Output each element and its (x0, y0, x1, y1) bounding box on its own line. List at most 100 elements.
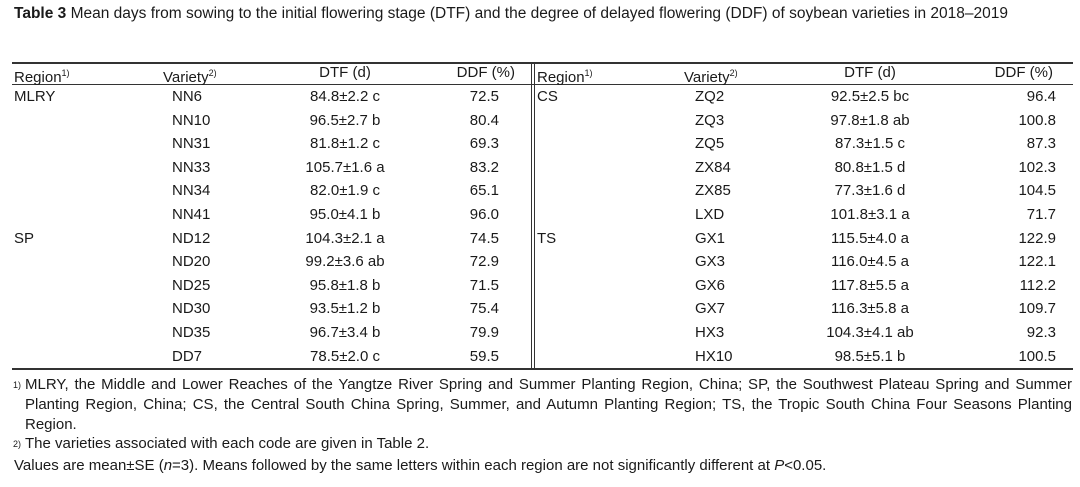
dtf-cell: 104.3±4.1 ab (826, 324, 914, 341)
note-text: <0.05. (784, 457, 827, 474)
dtf-cell: 96.7±3.4 b (309, 324, 381, 341)
variety-cell: NN6 (172, 88, 203, 105)
ddf-cell: 87.3 (1026, 135, 1056, 153)
dtf-cell: 96.5±2.7 b (309, 111, 381, 129)
ddf-cell: 122.1 (1018, 253, 1056, 271)
dtf-cell: 92.5±2.5 bc (830, 88, 910, 105)
header-sup: 1) (61, 68, 70, 78)
dtf-cell: 104.3±2.1 a (305, 229, 385, 247)
ddf-cell: 100.8 (1018, 111, 1056, 129)
variety-cell: ZQ3 (695, 111, 725, 129)
dtf-cell: 116.3±5.8 a (830, 300, 910, 318)
variety-cell: ND12 (172, 229, 211, 247)
footnote: 2) The varieties associated with each cod… (13, 434, 1072, 454)
ddf-cell: 72.9 (469, 253, 499, 271)
ddf-cell: 122.9 (1018, 229, 1056, 247)
ddf-cell: 74.5 (469, 229, 499, 247)
dtf-cell: 78.5±2.0 c (310, 347, 380, 365)
variety-cell: ZX84 (695, 158, 731, 176)
caption-label: Table 3 (14, 5, 67, 22)
variety-cell: NN10 (172, 111, 211, 129)
header-cell: DTF (d) (770, 64, 970, 82)
variety-cell: HX10 (695, 347, 733, 365)
caption-text: Mean days from sowing to the initial flo… (70, 5, 1008, 22)
ddf-cell: 112.2 (1019, 276, 1056, 294)
table-bottom-rule (12, 368, 1073, 370)
header-text: Region (537, 69, 585, 86)
note-text: =3). Means followed by the same letters … (172, 457, 775, 474)
ddf-cell: 59.5 (469, 347, 499, 365)
variety-cell: NN41 (172, 206, 211, 223)
ddf-cell: 109.7 (1018, 300, 1056, 318)
note-text: P (774, 457, 785, 474)
dtf-cell: 117.8±5.5 a (830, 276, 910, 294)
header-cell: Variety2) (684, 64, 738, 87)
ddf-cell: 79.9 (469, 324, 499, 341)
final-note: Values are mean±SE (n=3). Means followed… (14, 456, 826, 476)
region-cell: CS (537, 88, 558, 105)
variety-cell: ND25 (172, 276, 211, 294)
footnote-text: MLRY, the Middle and Lower Reaches of th… (25, 376, 1072, 433)
region-cell: MLRY (14, 88, 56, 105)
dtf-cell: 98.5±5.1 b (834, 347, 906, 365)
header-cell: DDF (%) (315, 64, 515, 82)
header-text: Variety (163, 69, 209, 86)
divider (534, 63, 535, 369)
variety-cell: ZQ2 (695, 88, 725, 105)
dtf-cell: 87.3±1.5 c (835, 135, 905, 153)
header-text: DDF (%) (994, 64, 1053, 81)
footnote: 1) MLRY, the Middle and Lower Reaches of … (13, 375, 1072, 435)
dtf-cell: 81.8±1.2 c (310, 135, 380, 153)
header-text: DTF (d) (319, 64, 371, 81)
variety-cell: ND30 (172, 300, 211, 318)
dtf-cell: 77.3±1.6 d (834, 182, 906, 200)
header-sup: 2) (208, 68, 217, 78)
ddf-cell: 92.3 (1026, 324, 1056, 341)
dtf-cell: 116.0±4.5 a (830, 253, 910, 271)
variety-cell: NN33 (172, 158, 211, 176)
header-text: Variety (684, 69, 730, 86)
header-text: DTF (d) (844, 64, 896, 81)
variety-cell: ZX85 (695, 182, 731, 200)
ddf-cell: 71.5 (469, 276, 499, 294)
variety-cell: ZQ5 (695, 135, 725, 153)
variety-cell: NN31 (172, 135, 211, 153)
footnote-marker: 2) (13, 439, 22, 449)
variety-cell: LXD (695, 206, 725, 223)
variety-cell: GX1 (695, 229, 726, 247)
variety-cell: ND35 (172, 324, 211, 341)
dtf-cell: 84.8±2.2 c (310, 88, 380, 105)
note-text: Values are mean±SE ( (14, 457, 164, 474)
dtf-cell: 82.0±1.9 c (310, 182, 380, 200)
variety-cell: GX7 (695, 300, 726, 318)
dtf-cell: 101.8±3.1 a (830, 206, 910, 223)
header-text: Region (14, 69, 62, 86)
dtf-cell: 99.2±3.6 ab (305, 253, 385, 271)
ddf-cell: 71.7 (1026, 206, 1056, 223)
ddf-cell: 72.5 (469, 88, 499, 105)
variety-cell: ND20 (172, 253, 211, 271)
ddf-cell: 69.3 (469, 135, 499, 153)
ddf-cell: 102.3 (1018, 158, 1056, 176)
ddf-cell: 96.4 (1026, 88, 1056, 105)
region-cell: SP (14, 229, 35, 247)
header-cell: Region1) (14, 64, 70, 87)
ddf-cell: 104.5 (1018, 182, 1056, 200)
header-sup: 2) (729, 68, 738, 78)
divider (531, 63, 532, 369)
footnote-text: The varieties associated with each code … (25, 435, 430, 452)
header-sup: 1) (584, 68, 593, 78)
ddf-cell: 96.0 (469, 206, 499, 223)
header-text: DDF (%) (456, 64, 515, 81)
footnote-marker: 1) (13, 380, 22, 390)
header-cell: Variety2) (163, 64, 217, 87)
header-cell: Region1) (537, 64, 593, 87)
variety-cell: HX3 (695, 324, 725, 341)
header-cell: DDF (%) (853, 64, 1053, 82)
variety-cell: GX6 (695, 276, 726, 294)
dtf-cell: 95.8±1.8 b (309, 276, 381, 294)
header-cell: DTF (d) (245, 64, 445, 82)
header-rule (12, 84, 1073, 85)
dtf-cell: 80.8±1.5 d (834, 158, 906, 176)
